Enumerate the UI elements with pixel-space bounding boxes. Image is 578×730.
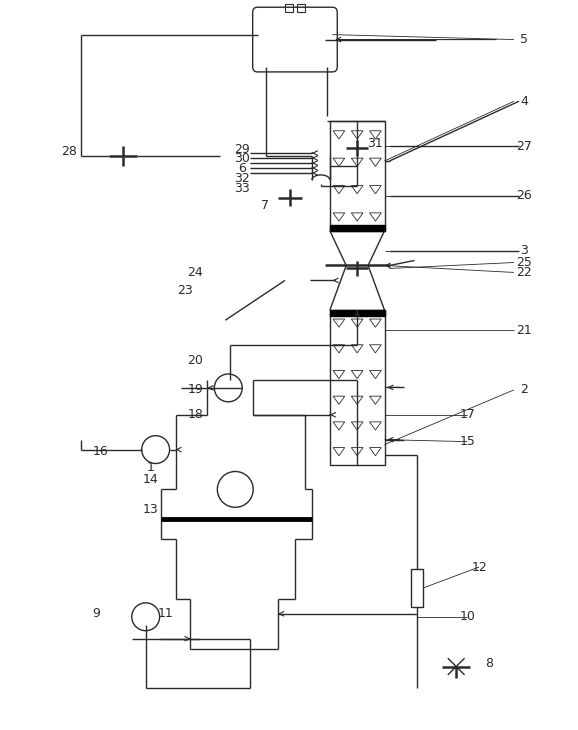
Text: 13: 13 (143, 503, 158, 516)
Text: 15: 15 (459, 435, 475, 448)
Text: 23: 23 (177, 284, 194, 297)
Circle shape (214, 374, 242, 402)
Circle shape (132, 603, 160, 631)
Text: 30: 30 (234, 153, 250, 166)
Text: 31: 31 (366, 137, 383, 150)
Text: 11: 11 (158, 607, 173, 620)
Text: 27: 27 (516, 139, 532, 153)
Bar (330, 310, 384, 464)
Text: 10: 10 (459, 610, 475, 623)
Text: 3: 3 (520, 244, 528, 257)
Text: 28: 28 (61, 145, 77, 158)
Text: 32: 32 (234, 172, 250, 185)
Text: 9: 9 (92, 607, 100, 620)
Text: 24: 24 (188, 266, 203, 279)
Text: 19: 19 (188, 383, 203, 396)
Circle shape (217, 472, 253, 507)
Circle shape (142, 436, 169, 464)
Text: 1: 1 (147, 461, 154, 474)
Text: 5: 5 (520, 33, 528, 46)
Text: 6: 6 (238, 163, 246, 175)
Bar (330, 121, 384, 231)
Text: 14: 14 (143, 473, 158, 486)
Text: 4: 4 (520, 95, 528, 108)
Bar (284, 4, 292, 12)
Text: 26: 26 (516, 189, 532, 202)
Text: 18: 18 (187, 408, 203, 421)
Text: 25: 25 (516, 256, 532, 269)
Text: 8: 8 (485, 657, 493, 670)
Text: 21: 21 (516, 323, 532, 337)
Text: 29: 29 (234, 142, 250, 155)
FancyBboxPatch shape (253, 7, 338, 72)
Text: 17: 17 (459, 408, 475, 421)
Text: 22: 22 (516, 266, 532, 279)
Text: 20: 20 (187, 353, 203, 366)
Bar (297, 4, 305, 12)
Text: 33: 33 (234, 182, 250, 196)
Text: 2: 2 (520, 383, 528, 396)
Bar (330, 225, 384, 231)
Text: 7: 7 (261, 199, 269, 212)
Text: 12: 12 (471, 561, 487, 574)
Bar (330, 310, 384, 316)
Text: 16: 16 (93, 445, 109, 458)
Bar (412, 569, 423, 607)
